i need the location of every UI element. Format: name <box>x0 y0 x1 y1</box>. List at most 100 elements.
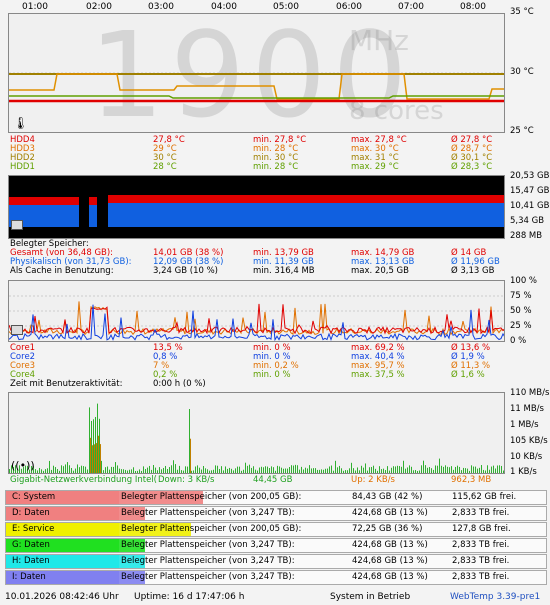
activity-label: Zeit mit Benutzeraktivität: <box>10 379 123 389</box>
drive-used: 424,68 GB (13 %) <box>352 556 428 566</box>
axis-tick: 20,53 GB <box>510 171 550 181</box>
axis-tick: 105 KB/s <box>510 436 548 446</box>
hdd-avg: Ø 28,3 °C <box>451 162 493 172</box>
network-name: Gigabit-Netzwerkverbindung Intel( <box>10 475 157 485</box>
core-max: max. 95,7 % <box>351 361 405 371</box>
drive-row[interactable]: D: Daten Belegter Plattenspeicher (von 3,… <box>5 506 547 521</box>
hdd-cur: 28 °C <box>153 162 177 172</box>
drive-free: 2,833 TB frei. <box>452 556 510 566</box>
core-series <box>9 304 504 341</box>
drive-info: Belegter Plattenspeicher (von 200,05 GB)… <box>121 492 302 502</box>
axis-tick: 11 MB/s <box>510 404 544 414</box>
axis-tick: 288 MB <box>510 231 543 241</box>
axis-tick: 75 % <box>510 291 532 301</box>
drive-usage-bar <box>119 571 145 584</box>
memory-plot <box>9 194 504 238</box>
hdd-cur: 30 °C <box>153 153 177 163</box>
hdd-min: min. 27,8 °C <box>253 135 307 145</box>
drive-label[interactable]: H: Daten <box>6 555 119 568</box>
memory-name: Als Cache in Benutzung: <box>10 266 114 276</box>
drive-usage-bar <box>119 555 145 568</box>
memory-avg: Ø 14 GB <box>451 248 487 258</box>
drive-free: 127,8 GB frei. <box>452 524 511 534</box>
drive-label[interactable]: I: Daten <box>6 571 119 584</box>
hdd-avg: Ø 30,1 °C <box>451 153 493 163</box>
drive-info: Belegter Plattenspeicher (von 200,05 GB)… <box>121 524 302 534</box>
core-name: Core4 <box>10 370 36 380</box>
core-max: max. 40,4 % <box>351 352 405 362</box>
memory-max: max. 14,79 GB <box>351 248 415 258</box>
cpu-chart <box>8 280 505 342</box>
drive-free: 2,833 TB frei. <box>452 572 510 582</box>
axis-tick: 100 % <box>510 276 538 286</box>
drive-label[interactable]: C: System <box>6 491 119 504</box>
memory-title: Belegter Speicher: <box>10 239 89 249</box>
drive-used: 72,25 GB (36 %) <box>352 524 423 534</box>
drive-usage-bar <box>119 491 203 504</box>
drive-used: 424,68 GB (13 %) <box>352 508 428 518</box>
drive-row[interactable]: G: Daten Belegter Plattenspeicher (von 3,… <box>5 538 547 553</box>
hdd-min: min. 30 °C <box>253 153 299 163</box>
status-state: System in Betrieb <box>330 592 411 602</box>
memory-name: Gesamt (von 36,48 GB): <box>10 248 114 258</box>
drive-info: Belegter Plattenspeicher (von 3,247 TB): <box>121 556 295 566</box>
core-avg: Ø 13,6 % <box>451 343 491 353</box>
core-series <box>9 303 504 335</box>
time-tick: 08:00 <box>460 2 486 12</box>
hdd-min: min. 28 °C <box>253 162 299 172</box>
temperature-plot <box>9 72 504 103</box>
axis-tick: 10 KB/s <box>510 452 543 462</box>
hdd-name: HDD4 <box>10 135 35 145</box>
drive-row[interactable]: C: System Belegter Plattenspeicher (von 2… <box>5 490 547 505</box>
drive-row[interactable]: I: Daten Belegter Plattenspeicher (von 3,… <box>5 570 547 585</box>
axis-tick: 10,41 GB <box>510 201 550 211</box>
time-tick: 01:00 <box>22 2 48 12</box>
network-chart: ((•)) <box>8 392 505 474</box>
network-down-total: 44,45 GB <box>253 475 293 485</box>
memory-avg: Ø 3,13 GB <box>451 266 495 276</box>
hdd-cur: 27,8 °C <box>153 135 185 145</box>
drive-label[interactable]: D: Daten <box>6 507 119 520</box>
core-cur: 0,8 % <box>153 352 178 362</box>
core-name: Core3 <box>10 361 36 371</box>
hdd-min: min. 28 °C <box>253 144 299 154</box>
core-min: min. 0,2 % <box>253 361 299 371</box>
hdd1-series <box>9 95 504 99</box>
memory-max: max. 20,5 GB <box>351 266 409 276</box>
axis-tick: 5,34 GB <box>510 216 545 226</box>
drive-used: 424,68 GB (13 %) <box>352 572 428 582</box>
drive-row[interactable]: H: Daten Belegter Plattenspeicher (von 3,… <box>5 554 547 569</box>
drive-free: 2,833 TB frei. <box>452 540 510 550</box>
core-max: max. 37,5 % <box>351 370 405 380</box>
axis-tick: 35 °C <box>510 7 534 17</box>
drive-row[interactable]: E: Service Belegter Plattenspeicher (von … <box>5 522 547 537</box>
network-up-total: 962,3 MB <box>451 475 492 485</box>
drive-usage-bar <box>119 539 145 552</box>
hdd-cur: 29 °C <box>153 144 177 154</box>
drive-label[interactable]: G: Daten <box>6 539 119 552</box>
core-max: max. 69,2 % <box>351 343 405 353</box>
memory-min: min. 13,79 GB <box>253 248 314 258</box>
hdd-max: max. 30 °C <box>351 144 399 154</box>
activity-value: 0:00 h (0 %) <box>153 379 206 389</box>
processor-icon <box>11 325 23 335</box>
core-min: min. 0 % <box>253 343 291 353</box>
drive-info: Belegter Plattenspeicher (von 3,247 TB): <box>121 540 295 550</box>
network-plot <box>9 403 504 473</box>
core-min: min. 0 % <box>253 352 291 362</box>
memory-max: max. 13,13 GB <box>351 257 415 267</box>
network-down: Down: 3 KB/s <box>158 475 215 485</box>
memory-avg: Ø 11,96 GB <box>451 257 500 267</box>
core-name: Core2 <box>10 352 36 362</box>
drive-label[interactable]: E: Service <box>6 523 119 536</box>
hdd-max: max. 29 °C <box>351 162 399 172</box>
time-tick: 02:00 <box>86 2 112 12</box>
axis-tick: 30 °C <box>510 67 534 77</box>
thermometer-icon: 🌡 <box>13 116 29 130</box>
time-tick: 07:00 <box>398 2 424 12</box>
memory-chart <box>8 175 505 239</box>
memory-cur: 3,24 GB (10 %) <box>153 266 218 276</box>
memory-min: min. 11,39 GB <box>253 257 314 267</box>
hdd-name: HDD3 <box>10 144 35 154</box>
status-uptime: Uptime: 16 d 17:47:06 h <box>134 592 245 602</box>
